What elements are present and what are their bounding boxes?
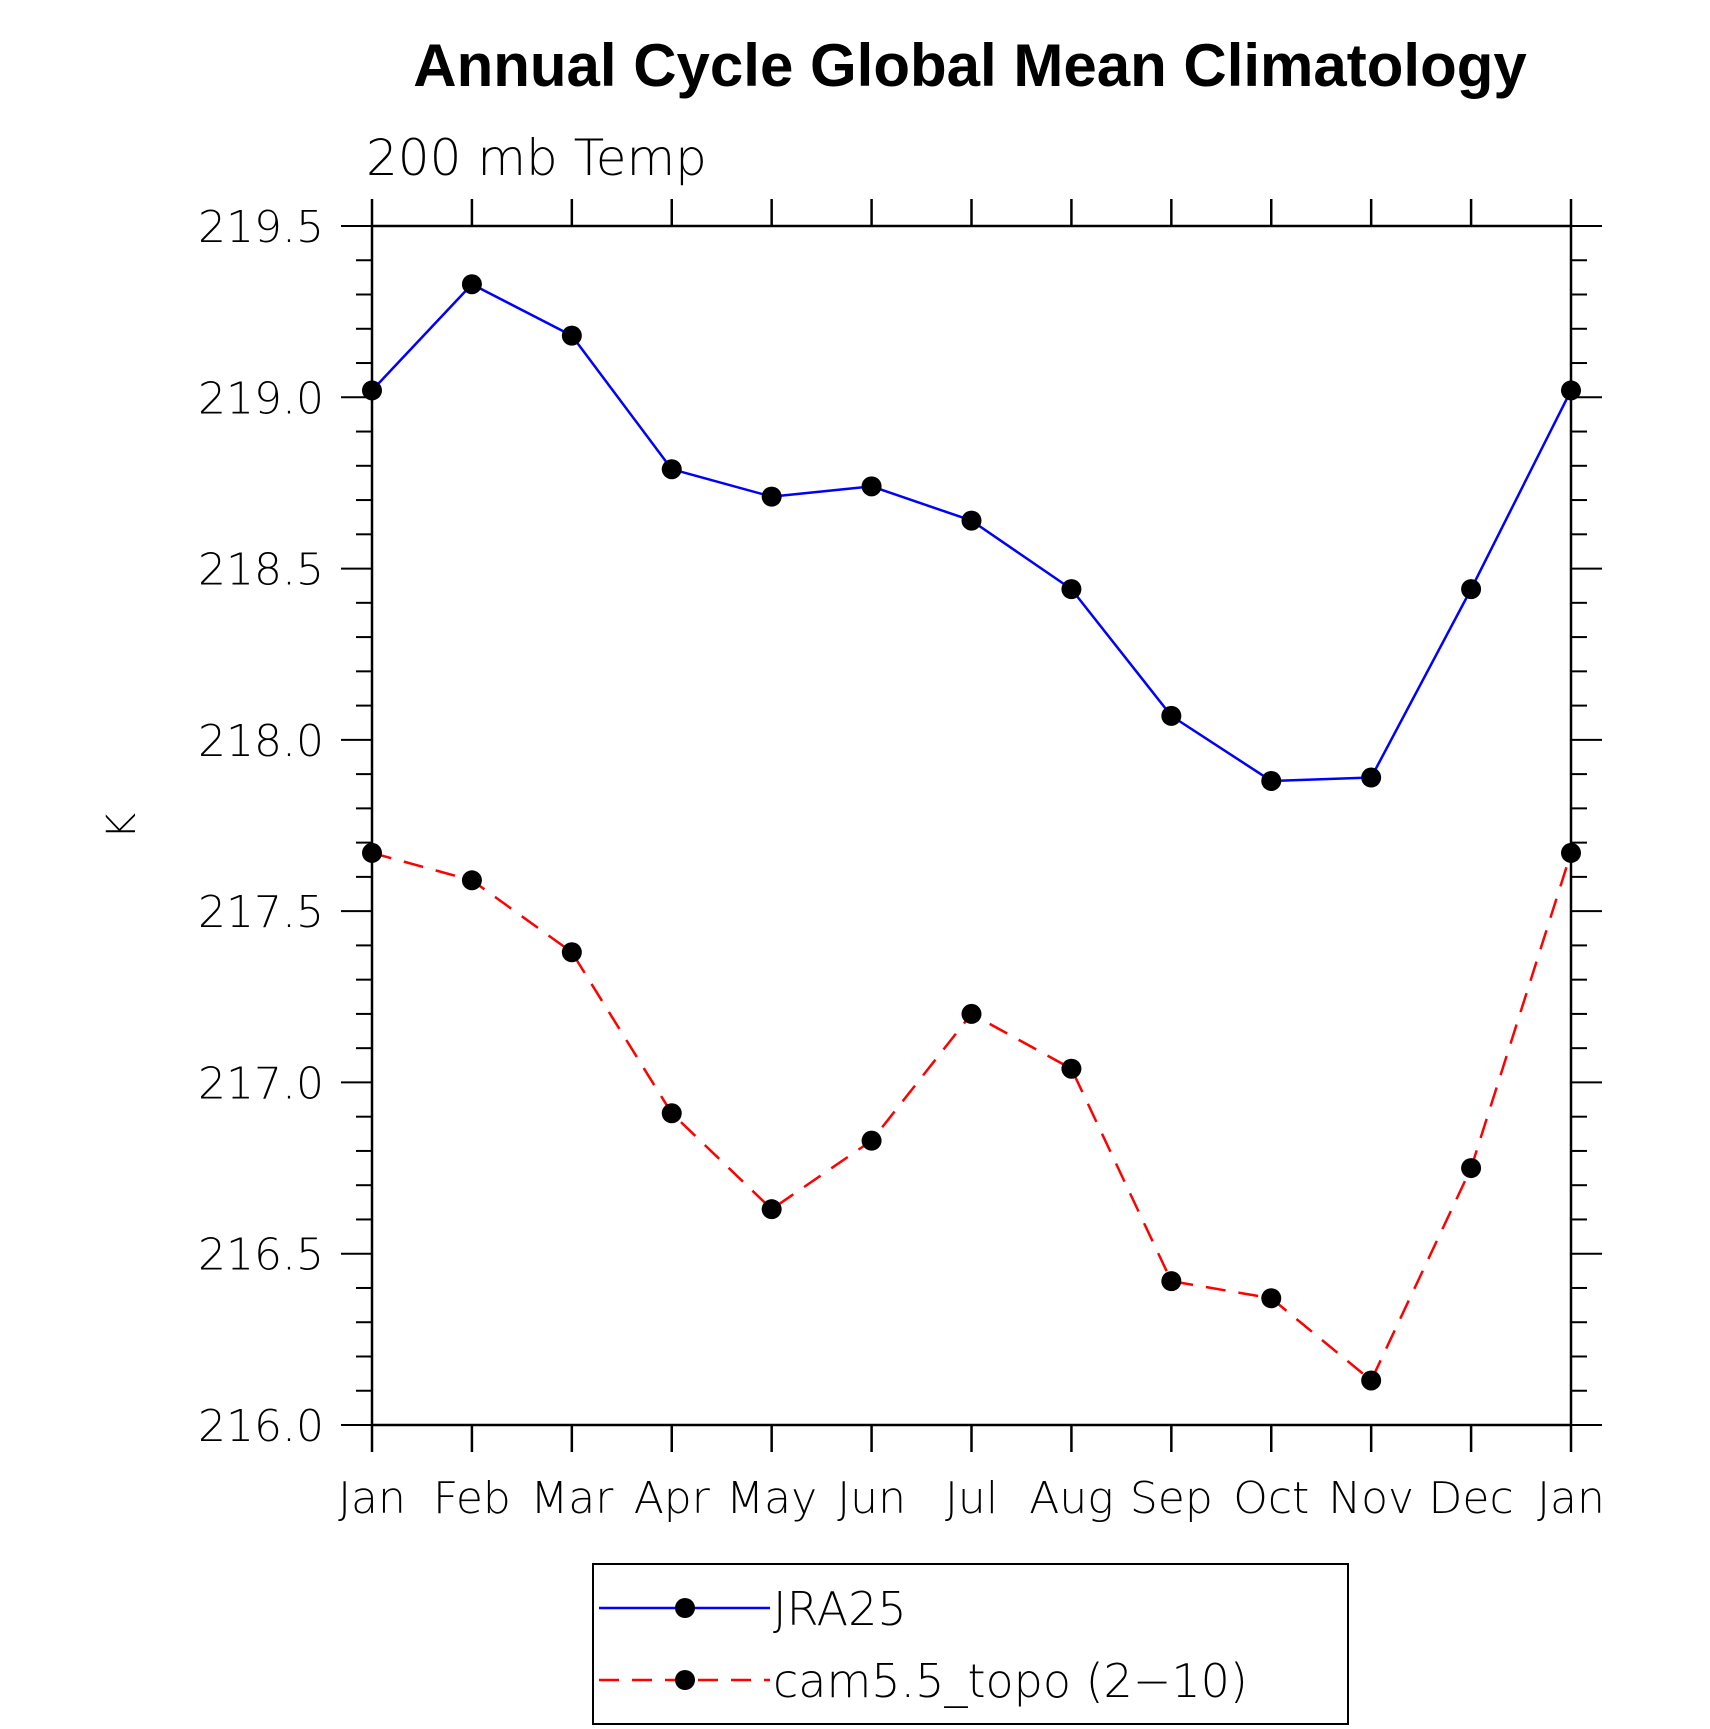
plot-frame [370,224,1573,1427]
axis-ticks [341,199,1602,1452]
y-axis-label: K [99,813,145,839]
series-1-point [1361,1370,1382,1391]
x-tick-label: Oct [1233,1473,1309,1524]
series-1 [362,842,1581,1391]
series-1-point [1461,1158,1482,1179]
legend-marker-jra25 [675,1598,695,1618]
series-0-point [961,510,982,531]
series-group [362,274,1581,1391]
series-0-point [1061,579,1082,600]
x-tick-label: Aug [1029,1473,1113,1524]
legend: JRA25 cam5.5_topo (2−10) [592,1563,1349,1725]
y-tick-label: 217.0 [198,1058,324,1109]
x-tick-label: Jun [837,1473,906,1524]
legend-box [592,1563,1349,1725]
series-0-point [1361,767,1382,788]
series-1-point [661,1103,682,1124]
series-0-point [861,476,882,497]
y-tick-label: 216.0 [198,1401,324,1452]
series-1-point [1261,1288,1282,1309]
series-1-point [861,1130,882,1151]
series-line-1 [371,851,1573,1382]
series-1-point [561,942,582,963]
x-tick-label: Jul [945,1473,998,1524]
series-0-point [561,325,582,346]
y-tick-label: 219.5 [198,202,324,253]
x-tick-label: Jan [1537,1473,1605,1524]
series-0-point [1161,705,1182,726]
series-1-point [1061,1058,1082,1079]
x-tick-label: Feb [433,1473,511,1524]
chart-title: Annual Cycle Global Mean Climatology [413,32,1527,99]
x-tick-labels: Jan Feb Mar Apr May Jun Jul Aug Sep Oct Nov Dec Jan [338,1473,1605,1524]
series-1-point [761,1199,782,1220]
series-0-point [1261,770,1282,791]
series-1-point [461,870,482,891]
y-tick-label: 217.5 [198,887,324,938]
series-0-point [461,274,482,295]
y-tick-labels: 216.0 216.5 217.0 217.5 218.0 218.5 219.0 219.5 [198,202,324,1452]
x-tick-label: Nov [1328,1473,1414,1524]
legend-label-jra25: JRA25 [773,1582,907,1636]
series-1-point [1161,1271,1182,1292]
x-tick-label: May [726,1473,817,1524]
series-0-point [1461,579,1482,600]
x-tick-label: Sep [1130,1473,1213,1524]
x-tick-label: Dec [1429,1473,1514,1524]
series-0 [362,274,1581,791]
x-tick-label: Apr [634,1473,711,1524]
x-tick-label: Mar [530,1473,614,1524]
series-1-point [961,1003,982,1024]
series-0-point [761,486,782,507]
legend-marker-cam55 [675,1670,695,1690]
chart-subtitle: 200 mb Temp [366,129,707,187]
series-line-0 [371,282,1573,783]
x-tick-label: Jan [338,1473,406,1524]
legend-label-cam55: cam5.5_topo (2−10) [773,1654,1248,1708]
y-tick-label: 216.5 [198,1230,324,1281]
y-tick-label: 218.5 [198,545,324,596]
y-tick-label: 219.0 [198,373,324,424]
y-tick-label: 218.0 [198,716,324,767]
series-0-point [661,459,682,480]
